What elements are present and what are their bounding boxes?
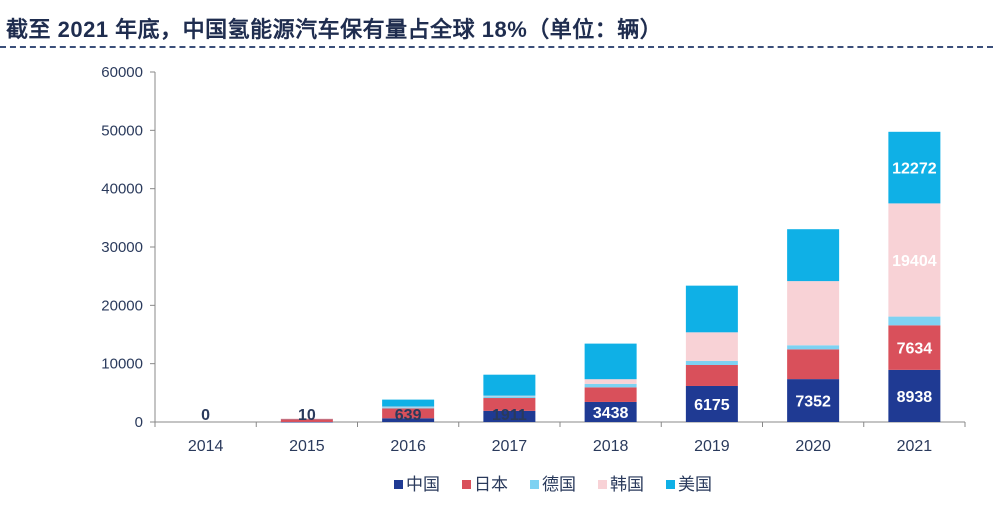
data-label-2021-日本: 7634 [897,341,933,358]
y-tick-label: 0 [135,414,143,431]
data-label-2015-中国: 10 [298,407,316,424]
bar-segment-2016-中国 [382,418,435,422]
legend-label-韩国: 韩国 [610,475,644,494]
bar-segment-2015-韩国 [280,418,333,419]
legend-swatch-美国 [666,480,675,489]
bar-segment-2018-中国 [584,401,637,422]
bar-segment-2020-韩国 [787,281,840,346]
y-tick-label: 50000 [101,122,143,139]
bar-segment-2020-中国 [787,379,840,422]
legend-swatch-日本 [462,480,471,489]
x-tick-label: 2014 [188,438,224,455]
chart-legend: 中国 日本 德国 韩国 美国 [394,475,712,494]
bar-segment-2017-中国 [483,410,536,422]
bar-segment-2015-日本 [280,419,333,422]
data-label-2019-中国: 6175 [694,397,730,414]
data-label-2017-中国: 1911 [492,407,527,424]
legend-label-德国: 德国 [542,475,576,494]
x-tick-label: 2017 [492,438,528,455]
legend-swatch-韩国 [598,480,607,489]
legend-label-日本: 日本 [474,475,508,494]
chart-bars [280,131,941,423]
data-label-2018-中国: 3438 [593,405,629,422]
data-label-2020-中国: 7352 [795,394,831,411]
bar-segment-2021-美国 [888,131,941,204]
bar-segment-2016-韩国 [382,406,435,408]
data-label-2016-中国: 639 [395,407,422,424]
page-title: 截至 2021 年底，中国氢能源汽车保有量占全球 18%（单位：辆） [6,17,663,42]
title-divider [0,46,993,48]
bar-segment-2021-日本 [888,325,941,370]
bar-segment-2019-日本 [685,364,738,386]
bar-segment-2017-德国 [483,396,536,399]
bar-segment-2017-美国 [483,374,536,396]
bar-segment-2015-中国 [280,421,333,423]
bar-segment-2020-日本 [787,349,840,380]
bar-segment-2018-美国 [584,343,637,380]
legend-swatch-中国 [394,480,403,489]
y-tick-label: 60000 [101,64,143,81]
bar-segment-2018-韩国 [584,379,637,384]
data-label-2014-中国: 0 [201,407,210,424]
data-label-2021-美国: 12272 [892,161,937,178]
bar-segment-2017-日本 [483,398,536,411]
bar-segment-2018-德国 [584,383,637,388]
bar-segment-2020-德国 [787,345,840,350]
bar-segment-2021-德国 [888,316,941,326]
y-tick-label: 40000 [101,181,143,198]
bar-segment-2016-日本 [382,408,435,419]
x-tick-label: 2015 [289,438,325,455]
bar-segment-2018-日本 [584,387,637,402]
legend-swatch-德国 [530,480,539,489]
bar-segment-2019-韩国 [685,332,738,361]
y-tick-label: 30000 [101,239,143,256]
y-tick-label: 20000 [101,297,143,314]
chart-data-labels: 0 10 639 1911 3438 6175 7352 8938 7634 19404 12272 [201,161,937,424]
data-label-2021-中国: 8938 [897,389,933,406]
bar-segment-2016-德国 [382,407,435,409]
bar-segment-2019-中国 [685,385,738,422]
x-tick-label: 2018 [593,438,629,455]
bar-segment-2019-美国 [685,285,738,333]
bar-segment-2021-中国 [888,369,941,422]
legend-label-中国: 中国 [406,475,440,494]
x-tick-label: 2016 [390,438,426,455]
bar-segment-2017-韩国 [483,395,536,397]
bar-segment-2019-德国 [685,360,738,365]
legend-label-美国: 美国 [678,475,712,494]
x-tick-label: 2019 [694,438,730,455]
bar-segment-2021-韩国 [888,203,941,317]
bar-segment-2015-德国 [280,418,333,420]
data-label-2021-韩国: 19404 [892,253,937,270]
bar-segment-2016-美国 [382,399,435,407]
y-tick-label: 10000 [101,356,143,373]
x-tick-label: 2020 [795,438,831,455]
bar-segment-2020-美国 [787,229,840,282]
x-tick-label: 2021 [897,438,933,455]
